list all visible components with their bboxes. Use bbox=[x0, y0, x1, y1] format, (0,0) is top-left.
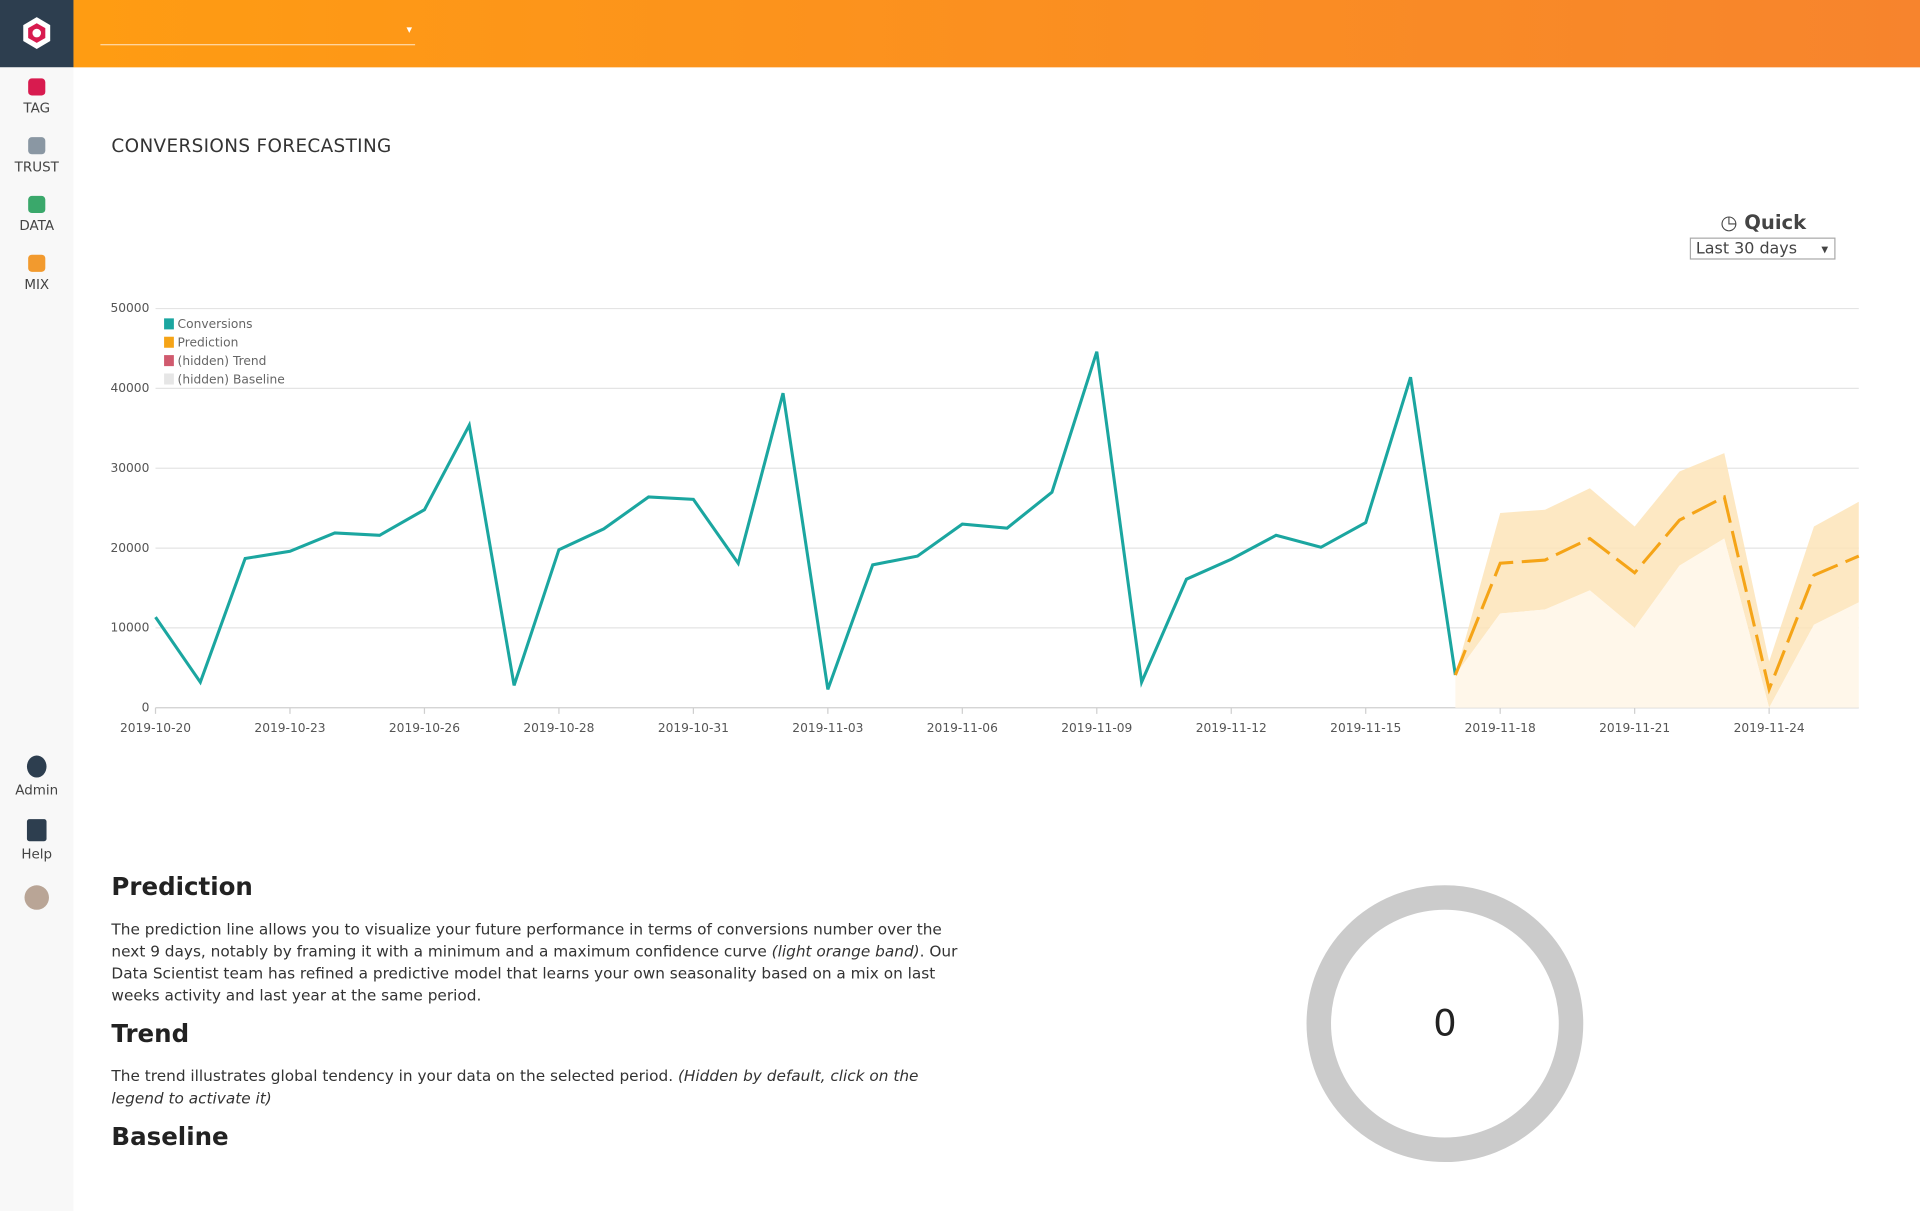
x-tick-label: 2019-11-21 bbox=[1599, 721, 1670, 735]
header: ▾ bbox=[73, 0, 1920, 68]
section-heading: Prediction bbox=[111, 871, 253, 902]
legend-label[interactable]: (hidden) Trend bbox=[178, 354, 267, 368]
x-tick-label: 2019-11-09 bbox=[1061, 721, 1132, 735]
nav-icon bbox=[26, 755, 47, 778]
series-line bbox=[154, 351, 1457, 690]
nav-item[interactable]: TRUST bbox=[0, 137, 73, 175]
y-tick-label: 30000 bbox=[110, 461, 149, 475]
lower-area bbox=[1455, 538, 1859, 708]
nav-icon bbox=[28, 137, 46, 155]
section-text: The trend illustrates global tendency in… bbox=[111, 1065, 974, 1109]
legend-swatch[interactable] bbox=[164, 373, 174, 385]
x-tick-label: 2019-10-31 bbox=[658, 721, 729, 735]
descriptions: Prediction The prediction line allows you… bbox=[111, 872, 974, 1168]
avatar[interactable] bbox=[24, 885, 49, 910]
range-select[interactable]: Last 30 days bbox=[1689, 237, 1836, 261]
logo[interactable] bbox=[0, 0, 74, 68]
section-heading: Trend bbox=[111, 1018, 190, 1049]
quick-text: Quick bbox=[1744, 210, 1807, 234]
y-tick-label: 10000 bbox=[110, 621, 149, 635]
y-tick-label: 0 bbox=[142, 700, 150, 714]
gauge-value: 0 bbox=[1433, 1001, 1456, 1044]
legend-swatch[interactable] bbox=[164, 355, 174, 367]
text-run: The prediction line allows you to visual… bbox=[111, 919, 942, 961]
x-tick-label: 2019-11-24 bbox=[1734, 721, 1805, 735]
range-value: Last 30 days bbox=[1695, 240, 1798, 259]
text-run: (light orange band) bbox=[771, 941, 920, 961]
gauge-ring bbox=[1306, 885, 1584, 1163]
x-tick-label: 2019-10-23 bbox=[254, 721, 325, 735]
text-run: The trend illustrates global tendency in… bbox=[111, 1066, 678, 1085]
section-text: The prediction line allows you to visual… bbox=[111, 918, 974, 1006]
series-line bbox=[1453, 494, 1860, 695]
x-tick-label: 2019-11-06 bbox=[927, 721, 998, 735]
logo-icon bbox=[23, 17, 51, 49]
legend-swatch[interactable] bbox=[164, 336, 174, 348]
account-select[interactable] bbox=[100, 44, 416, 46]
x-tick-label: 2019-10-20 bbox=[120, 721, 191, 735]
legend-label[interactable]: Prediction bbox=[178, 336, 239, 350]
text-run: (Hidden by default, click on the legend … bbox=[111, 1066, 919, 1107]
legend-label[interactable]: Conversions bbox=[178, 317, 253, 331]
x-tick-label: 2019-11-12 bbox=[1196, 721, 1267, 735]
gauge: 0 bbox=[1306, 885, 1584, 1163]
nav-label: TAG bbox=[23, 100, 51, 117]
y-tick-label: 40000 bbox=[110, 381, 149, 395]
nav-icon bbox=[28, 254, 46, 272]
nav-label: Help bbox=[21, 846, 53, 863]
nav-icon bbox=[28, 195, 46, 214]
text-run: . Our Data Scientist team has refined a … bbox=[111, 941, 958, 1005]
nav-icon bbox=[26, 819, 47, 842]
x-tick-label: 2019-10-26 bbox=[389, 721, 460, 735]
x-tick-label: 2019-11-15 bbox=[1330, 721, 1401, 735]
chart: 0 10000 20000 30000 40000 50000 2019-10-20 2019… bbox=[110, 301, 1860, 735]
nav-item[interactable]: MIX bbox=[0, 254, 73, 293]
x-tick-label: 2019-11-18 bbox=[1465, 721, 1536, 735]
quick-label: ◷ Quick bbox=[1720, 210, 1807, 234]
nav-item[interactable]: DATA bbox=[0, 195, 73, 234]
x-tick-label: 2019-10-28 bbox=[523, 721, 594, 735]
section-heading: Baseline bbox=[111, 1121, 229, 1152]
nav-item[interactable]: TAG bbox=[0, 78, 73, 116]
nav-label: DATA bbox=[19, 217, 55, 234]
nav-icon bbox=[28, 78, 46, 96]
nav-item[interactable]: Admin bbox=[0, 755, 73, 799]
nav-label: Admin bbox=[15, 782, 59, 799]
select-caret: ▾ bbox=[406, 24, 413, 37]
nav-label: TRUST bbox=[14, 159, 59, 176]
nav-item[interactable]: Help bbox=[0, 819, 73, 862]
page-title: CONVERSIONS FORECASTING bbox=[111, 134, 392, 157]
legend-label[interactable]: (hidden) Baseline bbox=[178, 372, 285, 386]
legend-swatch[interactable] bbox=[164, 318, 174, 330]
x-tick-label: 2019-11-03 bbox=[792, 721, 863, 735]
y-tick-label: 50000 bbox=[110, 301, 149, 315]
y-tick-label: 20000 bbox=[110, 541, 149, 555]
nav-label: MIX bbox=[24, 276, 50, 293]
